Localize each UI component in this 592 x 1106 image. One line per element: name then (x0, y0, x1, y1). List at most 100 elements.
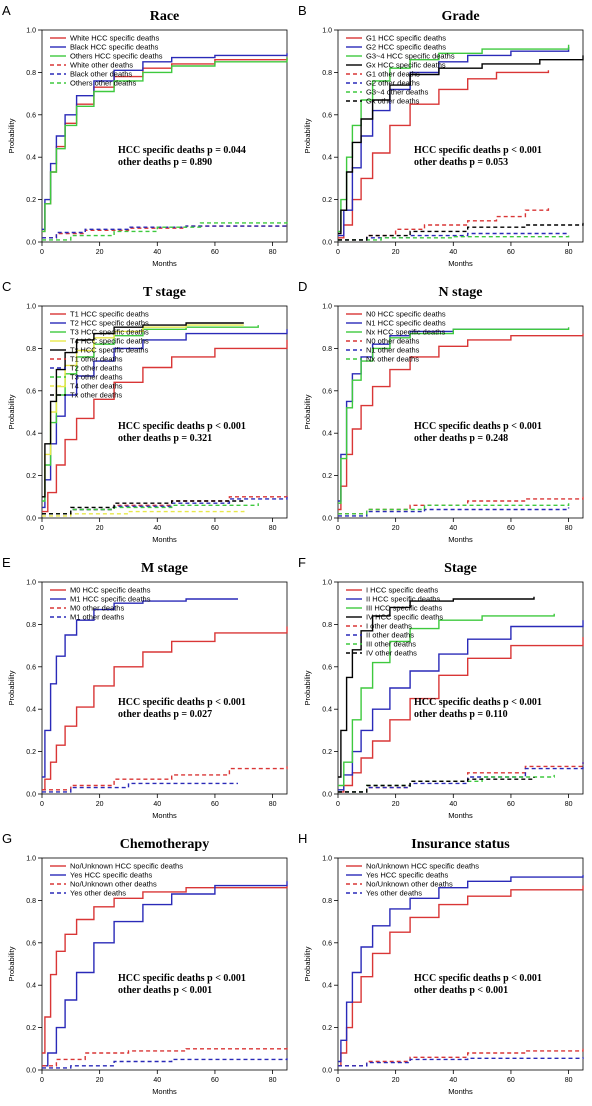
y-tick-label: 0.6 (322, 112, 332, 119)
series-line-1 (42, 339, 288, 513)
y-tick-label: 0.8 (26, 346, 36, 353)
x-tick-label: 0 (40, 249, 44, 256)
x-tick-label: 0 (40, 525, 44, 532)
y-tick-label: 0.4 (26, 707, 36, 714)
y-tick-label: 1.0 (322, 304, 332, 311)
panel-letter: D (298, 279, 307, 294)
x-tick-label: 80 (565, 525, 573, 532)
y-tick-label: 0.6 (26, 664, 36, 671)
legend-item-label: T4 HCC specific deaths (70, 337, 149, 346)
x-tick-label: 40 (449, 525, 457, 532)
legend-item-label: Others HCC specific deaths (70, 52, 163, 61)
panel-letter: H (298, 831, 307, 846)
x-tick-label: 0 (336, 1077, 340, 1084)
x-axis-label: Months (152, 811, 177, 820)
legend-item-label: T4 other deaths (70, 382, 123, 391)
legend-item-label: T2 HCC specific deaths (70, 319, 149, 328)
series-line-4 (42, 1058, 288, 1069)
y-tick-label: 0.4 (26, 983, 36, 990)
series-line-6 (42, 220, 288, 241)
y-tick-label: 0.2 (322, 1025, 332, 1032)
x-tick-label: 40 (449, 249, 457, 256)
y-tick-label: 0.8 (322, 898, 332, 905)
chart-title: Stage (444, 561, 477, 576)
x-tick-label: 40 (449, 801, 457, 808)
y-tick-label: 0.8 (322, 70, 332, 77)
x-axis-label: Months (448, 535, 473, 544)
y-tick-label: 0.4 (322, 707, 332, 714)
x-tick-label: 20 (96, 525, 104, 532)
legend-item-label: Yes HCC specific deaths (366, 871, 449, 880)
y-axis-label: Probability (303, 670, 312, 705)
legend-item-label: T1 HCC specific deaths (70, 310, 149, 319)
legend-item-label: III other deaths (366, 640, 416, 649)
x-tick-label: 80 (565, 249, 573, 256)
legend-item-label: Black HCC specific deaths (70, 43, 159, 52)
panel-letter: B (298, 3, 307, 18)
legend-item-label: Nx HCC specific deaths (366, 328, 445, 337)
x-tick-label: 0 (336, 525, 340, 532)
x-tick-label: 80 (269, 249, 277, 256)
y-tick-label: 1.0 (26, 856, 36, 863)
pvalue-annotation: other deaths p = 0.321 (118, 433, 212, 444)
y-tick-label: 0.8 (26, 898, 36, 905)
legend-item-label: IV HCC specific deaths (366, 613, 443, 622)
legend-item-label: Black other deaths (70, 70, 132, 79)
x-tick-label: 60 (507, 249, 515, 256)
series-line-2 (42, 598, 238, 778)
y-tick-label: 0.8 (26, 622, 36, 629)
y-tick-label: 0.6 (26, 388, 36, 395)
pvalue-annotation: HCC specific deaths p < 0.001 (118, 421, 246, 432)
pvalue-annotation: HCC specific deaths p < 0.001 (118, 697, 246, 708)
series-line-1 (338, 637, 584, 793)
y-tick-label: 1.0 (26, 580, 36, 587)
y-tick-label: 0.0 (26, 792, 36, 799)
pvalue-annotation: other deaths p = 0.248 (414, 433, 508, 444)
legend-item-label: Nx other deaths (366, 355, 419, 364)
x-tick-label: 40 (449, 1077, 457, 1084)
plot-frame (41, 305, 288, 519)
x-tick-label: 60 (507, 525, 515, 532)
series-line-1 (338, 70, 550, 239)
legend-item-label: M1 HCC specific deaths (70, 595, 151, 604)
y-tick-label: 0.2 (26, 749, 36, 756)
pvalue-annotation: HCC specific deaths p = 0.044 (118, 145, 246, 156)
y-tick-label: 0.6 (322, 940, 332, 947)
series-line-5 (338, 507, 570, 517)
legend-item-label: N1 other deaths (366, 346, 420, 355)
x-tick-label: 40 (153, 1077, 161, 1084)
y-tick-label: 0.6 (322, 388, 332, 395)
y-tick-label: 0.2 (26, 197, 36, 204)
pvalue-annotation: HCC specific deaths p < 0.001 (414, 421, 542, 432)
x-tick-label: 0 (40, 1077, 44, 1084)
x-tick-label: 0 (336, 801, 340, 808)
legend-item-label: Tx other deaths (70, 391, 122, 400)
plot-frame (337, 29, 584, 243)
y-axis-label: Probability (7, 670, 16, 705)
panel-E: E M stage 0.0 0.2 0.4 0.6 0.8 1.0 0 20 40 60 80 Month… (2, 555, 288, 820)
pvalue-annotation: other deaths p = 0.890 (118, 157, 212, 168)
chart-title: Race (150, 9, 180, 24)
chart-title: Chemotherapy (120, 837, 209, 852)
x-tick-label: 20 (392, 1077, 400, 1084)
y-axis-label: Probability (7, 946, 16, 981)
pvalue-annotation: other deaths p = 0.027 (118, 709, 212, 720)
legend-item-label: G1 HCC specific deaths (366, 34, 446, 43)
chart-title: Insurance status (411, 837, 510, 852)
y-tick-label: 0.4 (322, 431, 332, 438)
legend-item-label: Gx other deaths (366, 97, 420, 106)
pvalue-annotation: other deaths p < 0.001 (118, 985, 212, 996)
series-line-9 (42, 509, 245, 517)
x-tick-label: 20 (96, 801, 104, 808)
panel-B: B Grade 0.0 0.2 0.4 0.6 0.8 1.0 0 20 40 60 80 Months P… (298, 3, 584, 268)
x-axis-label: Months (152, 535, 177, 544)
legend-item-label: G2 HCC specific deaths (366, 43, 446, 52)
series-line-5 (42, 322, 244, 498)
series-line-1 (338, 333, 584, 511)
y-tick-label: 0.6 (26, 940, 36, 947)
legend-item-label: G3~4 other deaths (366, 88, 429, 97)
legend-item-label: Gx HCC specific deaths (366, 61, 446, 70)
series-line-1 (42, 885, 288, 1054)
chart-title: T stage (143, 285, 186, 300)
y-tick-label: 0.4 (322, 155, 332, 162)
